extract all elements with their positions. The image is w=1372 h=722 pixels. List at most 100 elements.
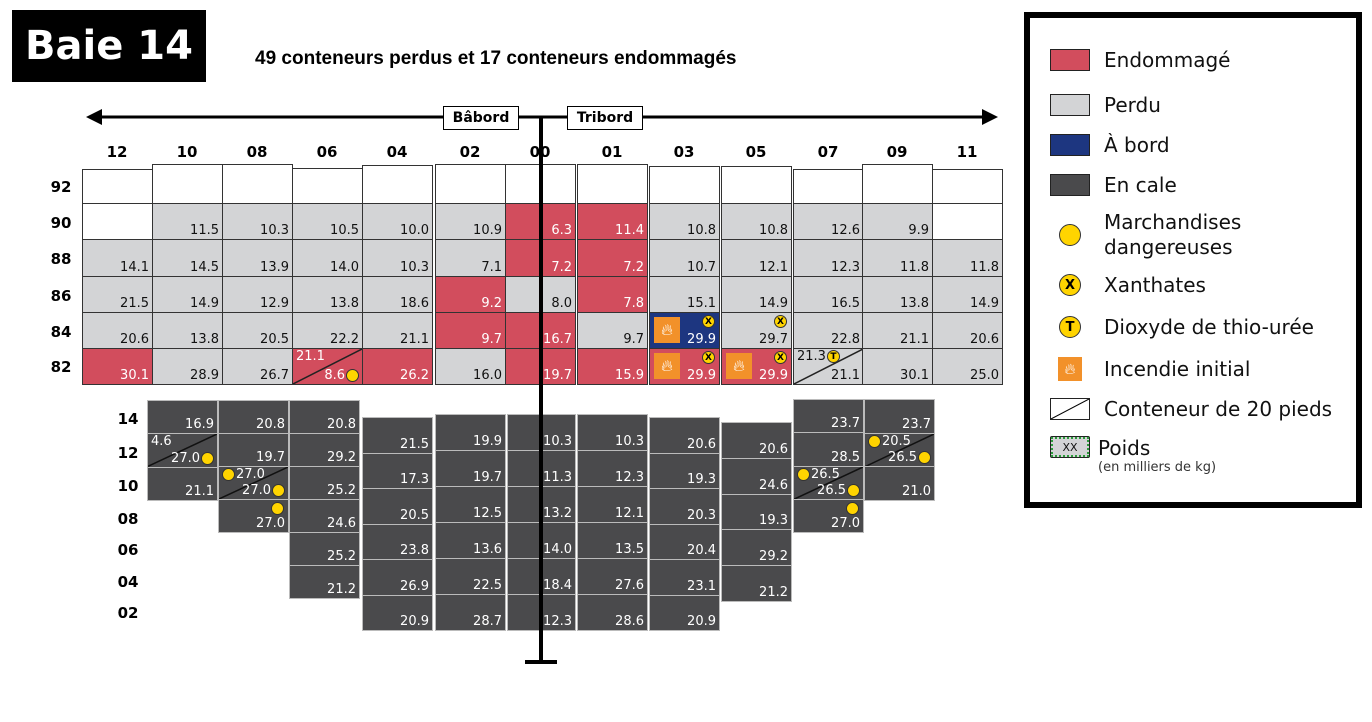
- column-label: 05: [745, 143, 767, 161]
- weight-label: 12.3: [831, 260, 860, 275]
- hold-container: 20.9: [649, 594, 720, 631]
- deck-container: 13.8: [862, 276, 933, 313]
- weight-label: 27.0: [171, 451, 214, 466]
- weight-value: 14.0: [543, 542, 572, 557]
- weight-value: 10.7: [687, 260, 716, 275]
- deck-container: 16.7: [505, 312, 576, 349]
- weight-label: 10.9: [473, 223, 502, 238]
- weight-value: 4.6: [151, 434, 172, 450]
- weight-label: 15.1: [687, 296, 716, 311]
- weight-label: 19.9: [473, 434, 502, 449]
- legend-onboard: À bord: [1050, 133, 1170, 157]
- legend-label: Xanthates: [1104, 273, 1206, 297]
- weight-label: 21.5: [400, 437, 429, 452]
- twenty-ft-divider: [293, 349, 362, 384]
- bay-title: Baie 14: [12, 10, 206, 82]
- column-label: 00: [529, 143, 551, 161]
- weight-label: 27.0: [256, 516, 285, 531]
- deck-container: 9.7: [435, 312, 506, 349]
- column-label: 07: [817, 143, 839, 161]
- fire-icon: 🔥︎: [654, 317, 680, 343]
- onboard-swatch: [1050, 134, 1090, 156]
- weight-label: 23.7: [902, 417, 931, 432]
- deck-container: [292, 168, 363, 204]
- deck-container: 16.5: [793, 276, 864, 313]
- row-label: 92: [50, 178, 72, 196]
- hold-container: 19.7: [218, 433, 289, 467]
- deck-container: 12.1: [721, 239, 792, 277]
- deck-container: 11.8: [862, 239, 933, 277]
- hold-container: 10.3: [577, 414, 648, 451]
- weight-value: 13.6: [473, 542, 502, 557]
- weight-value: 20.9: [400, 614, 429, 629]
- weight-label: 11.8: [970, 260, 999, 275]
- weight-value: 24.6: [327, 516, 356, 531]
- weight-value: 20.6: [759, 441, 788, 457]
- weight-value: 16.0: [473, 368, 502, 383]
- legend-label: Dioxyde de thio-urée: [1104, 315, 1314, 339]
- deck-container: [435, 164, 506, 204]
- weight-label: 27.6: [615, 578, 644, 593]
- weight-value: 29.2: [327, 450, 356, 465]
- weight-value: 20.9: [687, 614, 716, 629]
- weight-label: 10.0: [400, 223, 429, 238]
- deck-container: 11.4: [577, 203, 648, 240]
- deck-container: [793, 169, 864, 204]
- weight-value: 30.1: [900, 368, 929, 383]
- deck-container: 7.8: [577, 276, 648, 313]
- row-label: 86: [50, 287, 72, 305]
- weight-label: 13.8: [190, 332, 219, 347]
- hold-container: 13.5: [577, 522, 648, 559]
- hold-container: 25.2: [289, 466, 360, 500]
- deck-container: 10.9: [435, 203, 506, 240]
- weight-value: 21.3: [797, 349, 826, 364]
- weight-label: 20.6: [759, 442, 788, 457]
- weight-value: 27.6: [615, 578, 644, 593]
- weight-label: 19.7: [473, 470, 502, 485]
- weight-value: 26.7: [260, 368, 289, 383]
- hold-container: 23.8: [362, 523, 433, 560]
- legend-dangerous: Marchandises dangereuses: [1050, 210, 1254, 260]
- deck-container: 14.9: [721, 276, 792, 313]
- legend-sublabel: (en milliers de kg): [1098, 460, 1217, 475]
- weight-label: 14.9: [190, 296, 219, 311]
- row-label: 04: [117, 573, 139, 591]
- deck-container: [577, 164, 648, 204]
- weight-value: 27.0: [171, 450, 200, 466]
- weight-value: 14.1: [120, 260, 149, 275]
- dangerous-goods-icon: [1059, 224, 1081, 246]
- weight-label: 20.5: [400, 508, 429, 523]
- weight-label: 7.8: [623, 296, 644, 311]
- port-arrowhead: [86, 109, 102, 125]
- hold-container: 4.6 27.0: [147, 433, 218, 468]
- deck-container: 22.8: [793, 312, 864, 349]
- hold-container: 19.3: [721, 493, 792, 531]
- deck-container: 9.9: [862, 203, 933, 240]
- weight-value: 14.0: [330, 260, 359, 275]
- weight-value: 21.2: [327, 582, 356, 597]
- weight-label: 16.5: [831, 296, 860, 311]
- row-label: 90: [50, 214, 72, 232]
- weight-value: 19.7: [543, 368, 572, 383]
- weight-label: 30.1: [120, 368, 149, 383]
- weight-value: 27.0: [242, 483, 271, 498]
- weight-label: 10.8: [759, 223, 788, 238]
- weight-value: 7.2: [551, 260, 572, 275]
- weight-label: 26.5: [817, 483, 860, 498]
- weight-value: 27.0: [256, 516, 285, 531]
- hold-container: 20.5 26.5: [864, 432, 935, 468]
- weight-value: 21.5: [400, 436, 429, 452]
- weight-value: 28.9: [190, 368, 219, 383]
- deck-container: [932, 203, 1003, 240]
- weight-value: 22.8: [831, 332, 860, 347]
- thiourea-icon: T: [826, 350, 840, 363]
- twenty-ft-divider: [794, 349, 863, 384]
- marker: X: [774, 315, 787, 328]
- hold-container: 20.9: [362, 594, 433, 631]
- weight-label: 28.7: [473, 614, 502, 629]
- weight-value: 12.3: [615, 470, 644, 485]
- deck-container: 15.1: [649, 276, 720, 313]
- hold-container: 19.3: [649, 452, 720, 489]
- weight-value: 27.0: [831, 516, 860, 531]
- hold-container: 29.2: [721, 529, 792, 567]
